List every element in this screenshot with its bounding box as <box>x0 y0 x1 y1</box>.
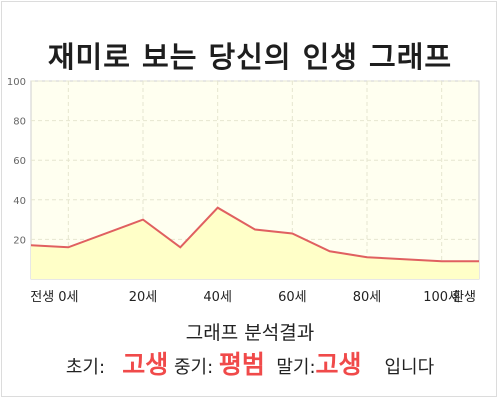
middle-value: 평범 <box>218 350 265 379</box>
y-tick-label: 40 <box>13 196 26 207</box>
y-tick-label: 100 <box>7 77 26 88</box>
early-value: 고생 <box>122 350 169 379</box>
x-tick-label: 60세 <box>278 290 307 305</box>
x-tick-label: 전생 <box>30 290 54 305</box>
y-axis-ticks: 20 40 60 80 100 <box>7 77 26 246</box>
result-heading: 그래프 분석결과 <box>185 322 315 344</box>
early-label: 초기: <box>65 357 106 378</box>
y-tick-label: 20 <box>13 235 26 246</box>
x-tick-label: 환생 <box>452 290 476 305</box>
middle-label: 중기: <box>173 357 214 378</box>
y-tick-label: 60 <box>13 156 26 167</box>
result-summary: 초기: 고생 중기: 평범 말기:고생 입니다 <box>0 345 500 381</box>
x-tick-label: 40세 <box>203 290 232 305</box>
page-title: 재미로 보는 당신의 인생 그래프 <box>47 40 453 74</box>
y-tick-label: 80 <box>13 117 26 128</box>
life-area-fill <box>31 207 479 279</box>
x-tick-label: 80세 <box>353 290 382 305</box>
late-label: 말기: <box>276 357 316 378</box>
x-tick-label: 20세 <box>129 290 158 305</box>
x-tick-label: 100세 <box>423 290 460 305</box>
x-tick-label: 0세 <box>58 290 78 305</box>
result-suffix: 입니다 <box>384 357 435 378</box>
late-value: 고생 <box>315 350 362 379</box>
life-line-series <box>30 206 479 263</box>
